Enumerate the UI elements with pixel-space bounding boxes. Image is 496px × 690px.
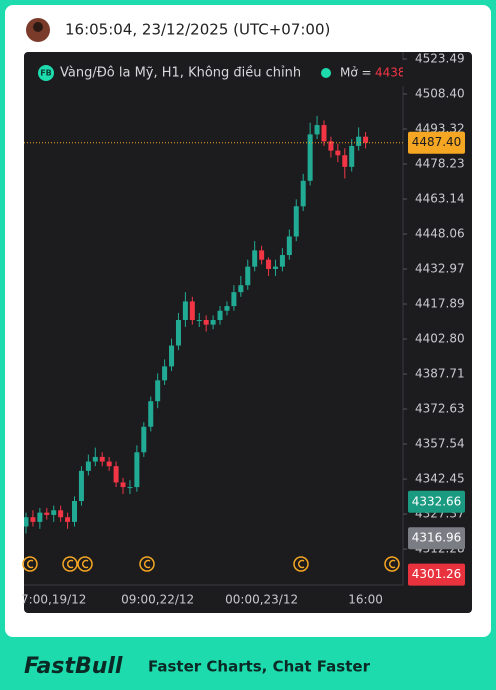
axis: 4523.494508.404493.324478.234463.144448.… xyxy=(21,51,465,607)
candle-body xyxy=(196,320,202,322)
candle-body xyxy=(113,466,119,483)
candle-body xyxy=(259,250,265,260)
candle-body xyxy=(272,266,278,269)
candle-body xyxy=(120,482,126,488)
y-tick-label: 4508.40 xyxy=(415,86,465,100)
candle-body xyxy=(349,145,355,167)
candle-body xyxy=(182,301,188,321)
candle-body xyxy=(335,150,341,156)
candle-body xyxy=(307,134,313,181)
candle-body xyxy=(37,512,43,522)
y-tick-label: 4387.71 xyxy=(415,367,465,381)
candle-body xyxy=(51,510,57,515)
y-tick-label: 4523.49 xyxy=(415,51,465,65)
candle-body xyxy=(328,141,334,151)
open-label: Mở = xyxy=(340,66,372,80)
y-tick-label: 4463.14 xyxy=(415,192,465,206)
tagline: Faster Charts, Chat Faster xyxy=(148,658,371,676)
candle-body xyxy=(106,461,112,467)
y-tick-label: 4402.80 xyxy=(415,332,465,346)
status-dot xyxy=(321,68,331,78)
candle-body xyxy=(203,320,209,325)
y-tick-label: 4417.89 xyxy=(415,297,465,311)
candle-body xyxy=(321,125,327,142)
candle-body xyxy=(286,236,292,256)
candle-body xyxy=(363,136,369,143)
candle-body xyxy=(58,510,64,518)
chart-panel xyxy=(24,52,472,613)
candle-body xyxy=(238,285,244,293)
symbol-badge: FB xyxy=(40,69,52,78)
price-label-bg xyxy=(408,131,465,154)
y-tick-label: 4342.45 xyxy=(415,472,465,486)
candle-body xyxy=(293,206,299,237)
avatar-face xyxy=(33,22,43,32)
candle-body xyxy=(92,456,98,462)
candle-body xyxy=(356,136,362,146)
price-label: 4316.96 xyxy=(412,531,462,545)
candle-body xyxy=(141,426,147,453)
brand: FastBull xyxy=(24,654,123,679)
candle-body xyxy=(279,255,285,267)
candle-body xyxy=(314,125,320,135)
candle-body xyxy=(231,292,237,307)
candle-body xyxy=(155,380,161,402)
open-value: 4438 xyxy=(375,66,406,80)
timestamp: 16:05:04, 23/12/2025 (UTC+07:00) xyxy=(65,21,330,39)
candle-body xyxy=(217,310,223,321)
price-label: 4332.66 xyxy=(412,494,462,508)
chart-title: Vàng/Đô la Mỹ, H1, Không điều chỉnh xyxy=(60,66,301,81)
candle-body xyxy=(44,512,50,515)
candle-body xyxy=(127,487,133,489)
candle-body xyxy=(134,452,140,488)
candle-body xyxy=(85,461,91,471)
legend-bg xyxy=(24,60,404,86)
event-icons xyxy=(22,556,400,572)
candle-body xyxy=(162,366,168,381)
price-label: 4487.40 xyxy=(412,135,462,149)
symbol-badge-bg xyxy=(38,65,54,81)
price-label-bg xyxy=(408,527,465,550)
y-tick-label: 4357.54 xyxy=(415,437,465,451)
candle-body xyxy=(175,320,181,346)
x-tick-label: 00:00,23/12 xyxy=(225,593,298,607)
candle-body xyxy=(252,250,258,267)
candle-body xyxy=(189,301,195,321)
candle-body xyxy=(169,345,175,367)
candle-body xyxy=(30,517,36,522)
candle-body xyxy=(224,306,230,311)
x-tick-label: 16:00 xyxy=(348,593,383,607)
y-tick-label: 4432.97 xyxy=(415,262,465,276)
candle-body xyxy=(245,266,251,286)
candle-body xyxy=(24,517,29,527)
candle-body xyxy=(300,180,306,207)
y-tick-label: 4448.06 xyxy=(415,227,465,241)
price-label-bg xyxy=(408,563,465,586)
candle-body xyxy=(266,259,272,269)
candle-body xyxy=(65,517,71,522)
candle-body xyxy=(210,320,216,325)
candle-body xyxy=(72,501,78,522)
candle-body xyxy=(342,155,348,167)
x-tick-label: 09:00,22/12 xyxy=(121,593,194,607)
candle-body xyxy=(78,470,84,502)
price-label: 4301.26 xyxy=(412,567,462,581)
price-label-bg xyxy=(408,490,465,513)
x-tick-label: 7:00,19/12 xyxy=(21,593,86,607)
y-tick-label: 4478.23 xyxy=(415,157,465,171)
candle-body xyxy=(148,401,154,427)
candle-body xyxy=(99,456,105,462)
plot xyxy=(24,115,403,534)
y-tick-label: 4372.63 xyxy=(415,402,465,416)
